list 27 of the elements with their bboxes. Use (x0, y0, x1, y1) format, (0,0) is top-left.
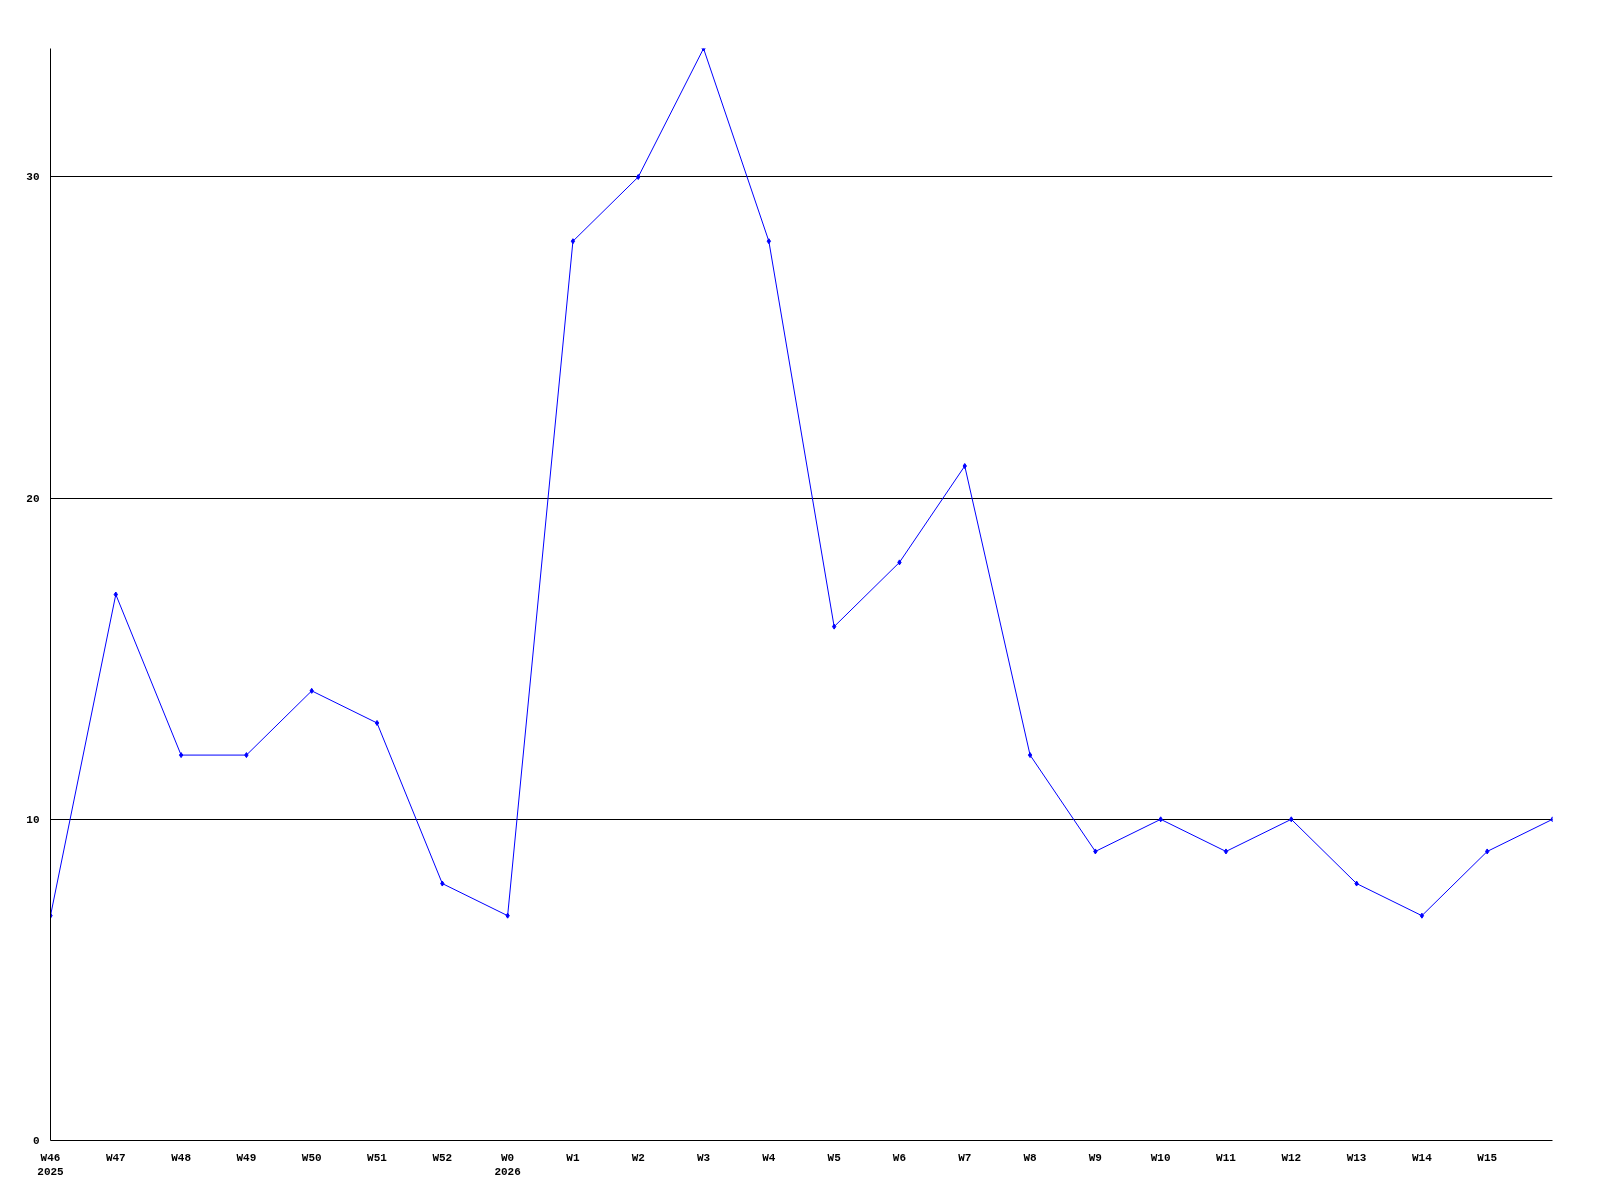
x-tick-label: W13 (1346, 1151, 1367, 1164)
x-tick-label: W4 (762, 1151, 776, 1164)
x-tick-label: W7 (958, 1151, 972, 1164)
x-tick-label: W0 2026 (494, 1151, 521, 1178)
x-tick-label: W10 (1150, 1151, 1171, 1164)
x-tick-label: W9 (1088, 1151, 1102, 1164)
x-tick-label: W48 (171, 1151, 192, 1164)
x-tick-label: W47 (105, 1151, 126, 1164)
x-tick-label: W15 (1477, 1151, 1498, 1164)
y-tick-label: 30 (26, 171, 40, 184)
x-tick-label: W3 (696, 1151, 711, 1164)
x-tick-label: W1 (566, 1151, 580, 1164)
x-tick-label: W50 (301, 1151, 322, 1164)
x-tick-label: W8 (1023, 1151, 1038, 1164)
x-tick-label: W12 (1281, 1151, 1302, 1164)
x-tick-label: W11 (1216, 1151, 1237, 1164)
y-tick-label: 10 (26, 813, 40, 826)
x-tick-label: W14 (1411, 1151, 1433, 1164)
x-tick-label: W46 2025 (37, 1151, 65, 1178)
x-tick-label: W5 (827, 1151, 842, 1164)
x-tick-label: W2 (631, 1151, 645, 1164)
x-tick-label: W52 (432, 1151, 453, 1164)
y-tick-label: 0 (32, 1135, 40, 1147)
x-tick-label: W49 (236, 1151, 257, 1164)
x-tick-label: W6 (892, 1151, 907, 1164)
y-tick-label: 20 (26, 492, 40, 505)
x-tick-label: W51 (367, 1151, 388, 1164)
